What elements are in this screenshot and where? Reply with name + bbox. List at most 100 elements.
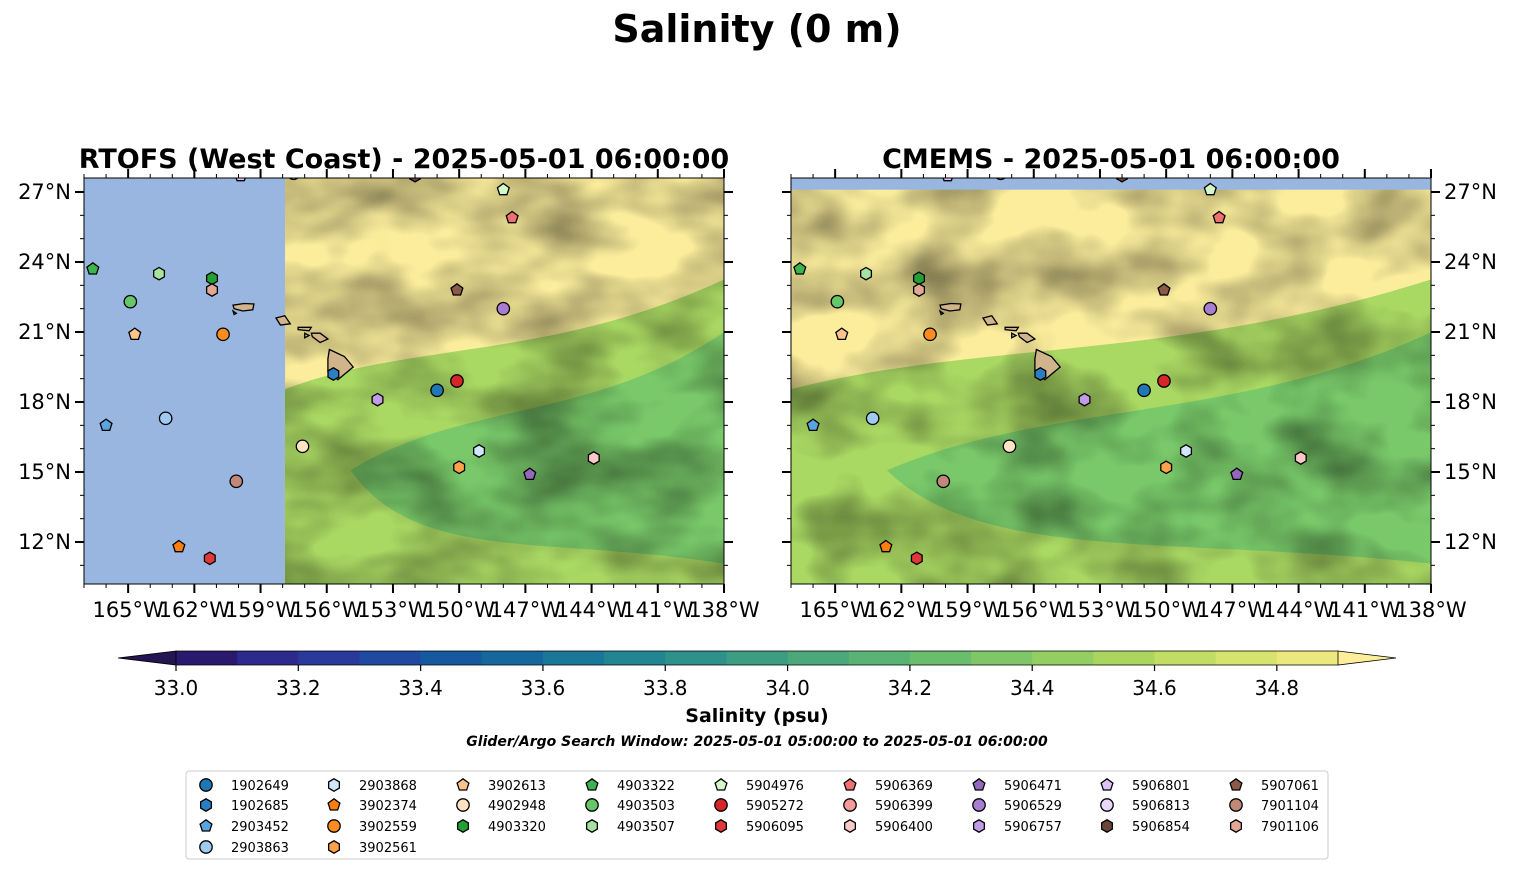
legend-entry-5906529: 5906529 <box>972 798 1062 814</box>
cmems-hawaii-islands <box>938 302 1062 381</box>
legend-entry-5906801: 5906801 <box>1100 777 1190 794</box>
hawaii-island-3 <box>981 314 999 326</box>
legend-marker-3902613 <box>456 777 470 791</box>
legend-entry-3902561: 3902561 <box>327 840 417 856</box>
float-marker-5904976 <box>1203 182 1217 196</box>
float-marker-5905272 <box>450 374 464 388</box>
legend-entry-5906471: 5906471 <box>972 777 1062 794</box>
x-tick-label: 147°W <box>1197 598 1269 622</box>
legend-marker-5905272 <box>714 798 728 812</box>
legend-marker-3902561 <box>327 840 341 854</box>
legend-label: 5906801 <box>1132 779 1190 794</box>
y-tick-label: 24°N <box>1444 250 1497 274</box>
x-tick-label: 150°W <box>1130 598 1202 622</box>
legend-entry-1902685: 1902685 <box>199 798 289 814</box>
hawaii-island-6 <box>1017 332 1037 344</box>
legend-marker-1902649 <box>199 778 213 792</box>
legend-marker-5906529 <box>972 798 986 812</box>
colorbar-cell <box>542 651 605 665</box>
float-marker-5906757 <box>1078 392 1091 407</box>
rtofs-map: RTOFS (West Coast) - 2025-05-01 06:00:00… <box>18 144 760 622</box>
colorbar-cell <box>909 651 972 665</box>
x-tick-label: 156°W <box>291 598 363 622</box>
float-marker-3902613 <box>835 327 849 340</box>
float-marker-5906095 <box>203 551 216 566</box>
colorbar-cell <box>848 651 911 665</box>
float-marker-5906854 <box>1116 178 1129 183</box>
legend-entry-4903320: 4903320 <box>456 819 546 835</box>
hawaii-island-4 <box>297 326 313 332</box>
colorbar-tick-label: 33.2 <box>276 676 321 700</box>
float-marker-5905272 <box>1157 374 1171 388</box>
float-marker-7901106 <box>205 283 219 297</box>
legend-box <box>185 770 1329 860</box>
colorbar-cell <box>359 651 422 665</box>
legend-marker-2903868 <box>327 778 341 792</box>
float-marker-4903503 <box>830 294 845 309</box>
float-marker-5906801 <box>942 178 953 182</box>
colorbar-tick-label: 34.4 <box>1010 676 1055 700</box>
float-marker-3902374 <box>879 539 893 553</box>
float-marker-5906801 <box>235 178 246 182</box>
legend-entry-5904976: 5904976 <box>714 777 804 794</box>
legend-marker-5906369 <box>843 777 857 791</box>
colorbar-cell <box>298 651 361 665</box>
legend-entry-2903452: 2903452 <box>199 818 289 835</box>
legend-label: 5906529 <box>1004 799 1062 814</box>
legend-marker-3902559 <box>327 819 341 833</box>
float-marker-5906854 <box>409 178 422 183</box>
colorbar-cell <box>176 651 238 665</box>
search-window-note: Glider/Argo Search Window: 2025-05-01 05… <box>466 734 1048 750</box>
legend-entry-5906369: 5906369 <box>843 777 933 794</box>
figure-title: Salinity (0 m) <box>612 7 901 51</box>
float-marker-4903320 <box>205 271 219 286</box>
legend-marker-5906854 <box>1100 819 1114 833</box>
colorbar-cell <box>481 651 544 665</box>
float-marker-2903452 <box>99 418 113 431</box>
x-tick-label: 165°W <box>799 598 871 622</box>
legend-marker-5904976 <box>714 777 728 791</box>
legend-label: 4902948 <box>488 799 546 814</box>
legend-marker-5906399 <box>843 798 857 812</box>
float-marker-5907061 <box>450 282 464 296</box>
float-marker-5906369 <box>505 210 519 224</box>
float-marker-4903320 <box>912 271 926 286</box>
float-marker-4903503 <box>123 294 138 309</box>
legend-marker-5906471 <box>972 777 986 791</box>
legend-label: 5906471 <box>1004 779 1062 794</box>
legend-marker-1902685 <box>199 798 213 812</box>
y-tick-label: 12°N <box>18 530 71 554</box>
float-marker-4903507 <box>153 266 166 281</box>
x-tick-label: 162°W <box>866 598 938 622</box>
legend-marker-5906400 <box>843 819 857 833</box>
legend-marker-2903452 <box>199 818 213 832</box>
float-marker-5906529 <box>496 301 511 316</box>
y-tick-label: 15°N <box>1444 460 1497 484</box>
legend-label: 1902685 <box>231 799 289 814</box>
cmems-salinity-eddies <box>791 178 1431 584</box>
colorbar-cell <box>237 651 299 665</box>
legend-entry-4902948: 4902948 <box>456 798 546 814</box>
y-tick-label: 18°N <box>18 390 71 414</box>
colorbar: 33.0 33.2 33.4 33.6 33.8 34.0 34.2 34.4 34.6 34.8… <box>117 650 1397 727</box>
float-marker-5906399 <box>746 463 758 475</box>
hawaii-island-6 <box>310 332 330 344</box>
legend-entry-5906813: 5906813 <box>1100 798 1190 814</box>
float-marker-4902948 <box>295 439 310 454</box>
hawaii-island-1 <box>939 302 962 312</box>
rtofs-float-markers <box>86 178 758 566</box>
legend-entry-4903503: 4903503 <box>585 798 675 814</box>
legend-marker-5906757 <box>972 819 986 833</box>
rtofs-map-frame <box>83 177 725 585</box>
y-tick-label: 15°N <box>18 460 71 484</box>
float-marker-4903322 <box>793 261 807 275</box>
colorbar-tick-label: 33.8 <box>643 676 688 700</box>
cmems-map-axes: 165°W162°W159°W156°W153°W150°W147°W144°W… <box>782 169 1497 622</box>
legend-marker-5907061 <box>1229 777 1243 791</box>
cmems-map: CMEMS - 2025-05-01 06:00:00 165°W162°W15… <box>782 144 1497 622</box>
hawaii-island-4 <box>1004 326 1020 332</box>
legend-entry-7901106: 7901106 <box>1229 819 1319 835</box>
colorbar-cell <box>971 651 1033 665</box>
legend-entry-7901104: 7901104 <box>1229 798 1319 814</box>
float-marker-2903868 <box>473 444 486 458</box>
